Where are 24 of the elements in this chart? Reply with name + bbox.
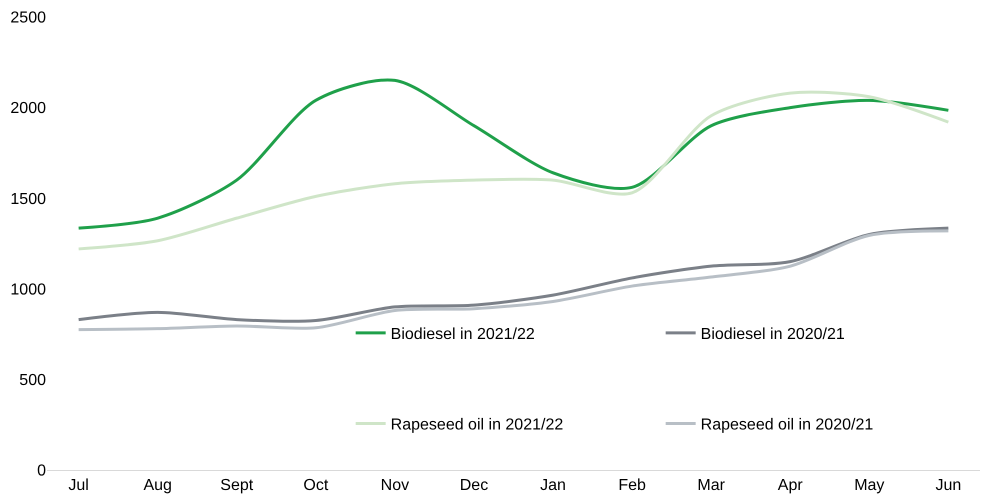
x-tick-label: Feb — [618, 477, 646, 494]
x-tick-label: Nov — [380, 477, 410, 494]
x-tick-label: Oct — [303, 477, 329, 494]
x-tick-label: Aug — [143, 477, 172, 494]
x-tick-label: Jul — [68, 477, 89, 494]
y-tick-label: 2500 — [10, 10, 46, 27]
x-tick-label: Apr — [778, 477, 804, 494]
x-tick-label: Sept — [220, 477, 254, 494]
y-tick-label: 2000 — [10, 100, 46, 118]
legend-label: Biodiesel in 2021/22 — [390, 326, 535, 344]
x-tick-label: Jun — [935, 477, 962, 494]
y-tick-label: 1500 — [10, 190, 46, 208]
x-tick-label: Dec — [460, 477, 488, 494]
x-tick-label: Jan — [540, 477, 566, 494]
y-tick-label: 1000 — [10, 281, 46, 298]
x-tick-label: Mar — [697, 477, 726, 494]
line-series — [77, 90, 950, 250]
legend-label: Rapeseed oil in 2020/21 — [700, 416, 874, 434]
y-tick-label: 0 — [37, 462, 46, 480]
line-series — [77, 78, 950, 230]
legend-label: Biodiesel in 2020/21 — [700, 326, 845, 344]
x-tick-label: May — [854, 477, 884, 494]
legend-label: Rapeseed oil in 2021/22 — [390, 416, 564, 434]
y-tick-label: 500 — [19, 372, 46, 389]
